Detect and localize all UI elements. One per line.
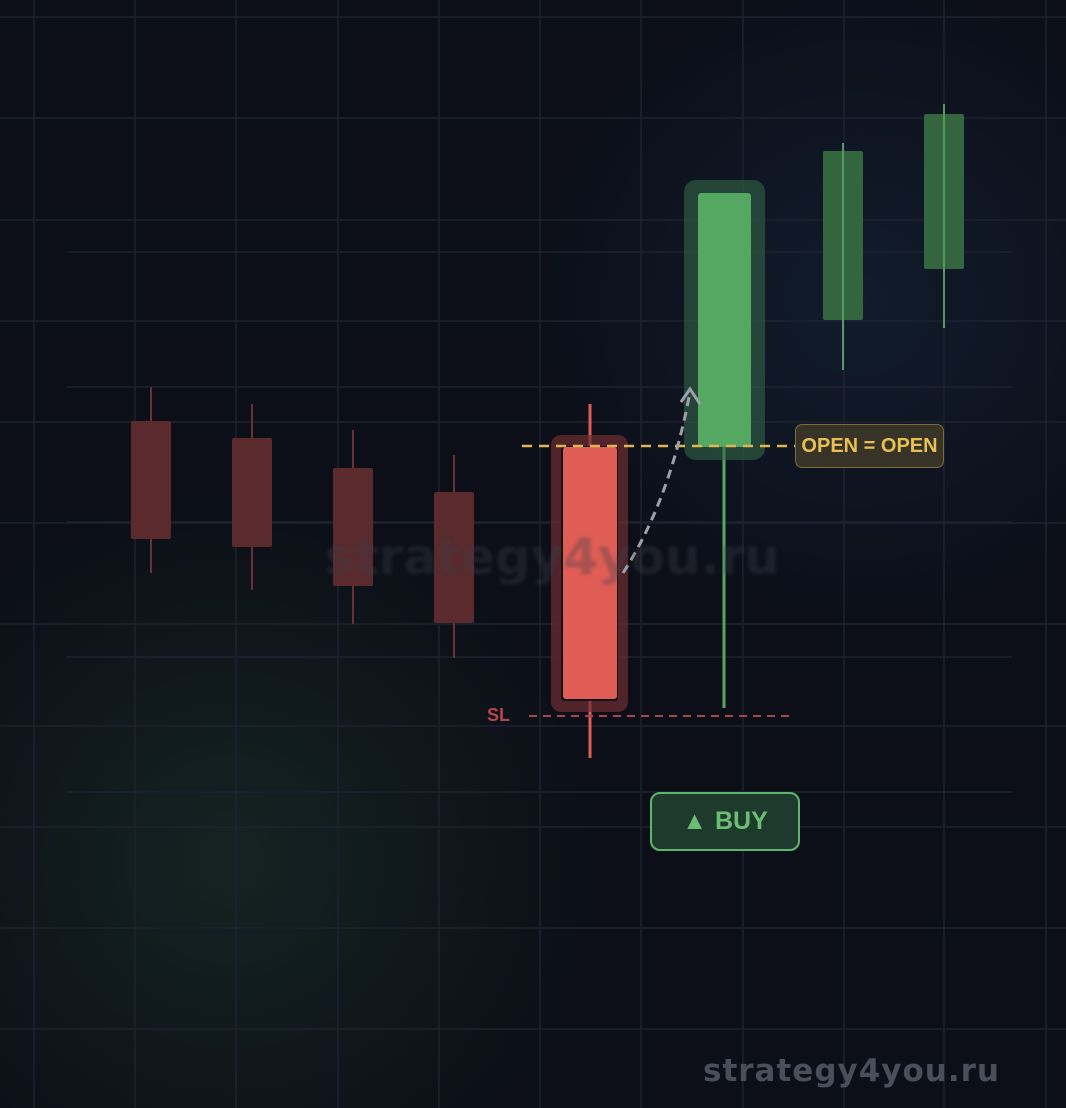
candle-2: [232, 404, 272, 590]
buy-button[interactable]: ▲ BUY: [650, 792, 800, 851]
candle-6-entry-bullish: [684, 180, 765, 708]
candle-7: [823, 143, 863, 370]
candle-8: [924, 104, 964, 328]
stop-loss-label: SL: [487, 705, 511, 725]
triangle-up-icon: ▲: [682, 807, 707, 835]
open-equals-open-label: OPEN = OPEN: [795, 424, 944, 468]
candle-5-signal-bearish: [551, 404, 628, 758]
candle-1: [131, 387, 171, 573]
watermark-center: strategy4you.ru: [325, 528, 780, 586]
arrow-icon: [621, 386, 702, 574]
candle-4: [434, 455, 474, 658]
candle-3: [333, 430, 373, 624]
watermark-bottom: strategy4you.ru: [703, 1053, 1000, 1089]
buy-label: BUY: [714, 807, 768, 835]
